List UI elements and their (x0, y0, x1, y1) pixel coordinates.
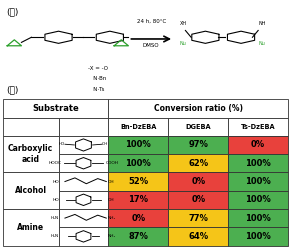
Text: 0%: 0% (191, 177, 205, 186)
Bar (58, 227, 109, 246)
Bar (109, 154, 168, 172)
Bar (3, 136, 58, 172)
Bar (109, 99, 288, 118)
Bar (3, 209, 58, 246)
Bar (228, 154, 288, 172)
Bar (168, 118, 228, 136)
Bar (109, 209, 168, 227)
Text: N·Ts: N·Ts (88, 87, 105, 92)
Text: OH: OH (102, 142, 108, 146)
Bar (168, 209, 228, 227)
Text: 100%: 100% (245, 232, 271, 241)
Text: 62%: 62% (188, 159, 208, 168)
Bar (58, 118, 109, 136)
Bar (168, 154, 228, 172)
Text: 100%: 100% (125, 159, 151, 168)
Text: HOOC: HOOC (49, 161, 61, 165)
Text: (가): (가) (6, 7, 18, 17)
Text: 17%: 17% (128, 195, 148, 204)
Text: HO: HO (59, 142, 65, 146)
Bar (109, 136, 168, 154)
Bar (168, 172, 228, 191)
Text: 100%: 100% (245, 214, 271, 223)
Text: 87%: 87% (128, 232, 148, 241)
Bar (109, 172, 168, 191)
Bar (58, 136, 109, 154)
Text: Bn-DzEBA: Bn-DzEBA (120, 124, 157, 130)
Bar (109, 227, 168, 246)
Bar (58, 172, 109, 191)
Text: Alcohol: Alcohol (15, 186, 47, 195)
Bar (168, 191, 228, 209)
Bar (168, 227, 228, 246)
Bar (168, 136, 228, 154)
Text: -X = -O: -X = -O (88, 66, 109, 71)
Text: 100%: 100% (245, 195, 271, 204)
Bar (228, 136, 288, 154)
Text: H₂N: H₂N (51, 234, 59, 238)
Text: N·Bn: N·Bn (88, 76, 107, 81)
Bar (3, 99, 109, 118)
Text: 77%: 77% (188, 214, 208, 223)
Text: Nu: Nu (258, 41, 265, 46)
Text: 97%: 97% (188, 140, 208, 150)
Text: Carboxylic
acid: Carboxylic acid (8, 144, 53, 164)
Bar (228, 118, 288, 136)
Text: 64%: 64% (188, 232, 208, 241)
Text: 52%: 52% (128, 177, 148, 186)
Text: H₂N: H₂N (51, 216, 59, 220)
Text: 0%: 0% (251, 140, 265, 150)
Bar (58, 209, 109, 227)
Text: 100%: 100% (245, 177, 271, 186)
Text: NH: NH (258, 21, 266, 26)
Bar (228, 172, 288, 191)
Text: HO: HO (53, 180, 59, 184)
Text: NH₂: NH₂ (108, 216, 116, 220)
Bar (109, 118, 168, 136)
Bar (58, 154, 109, 172)
Bar (3, 118, 58, 136)
Text: Amine: Amine (17, 223, 44, 232)
Text: (나): (나) (6, 85, 18, 94)
Text: COOH: COOH (106, 161, 118, 165)
Bar (58, 191, 109, 209)
Text: DGEBA: DGEBA (185, 124, 211, 130)
Bar (228, 191, 288, 209)
Text: 0%: 0% (191, 195, 205, 204)
Text: Substrate: Substrate (32, 104, 79, 113)
Text: Conversion ratio (%): Conversion ratio (%) (154, 104, 243, 113)
Text: 24 h, 80°C: 24 h, 80°C (136, 19, 166, 24)
Text: NH₂: NH₂ (108, 234, 116, 238)
Text: 0%: 0% (131, 214, 146, 223)
Text: OH: OH (108, 180, 114, 184)
Bar (3, 172, 58, 209)
Text: HO: HO (53, 198, 59, 202)
Text: 100%: 100% (245, 159, 271, 168)
Bar (228, 209, 288, 227)
Text: DMSO: DMSO (143, 43, 159, 48)
Text: XH: XH (180, 21, 187, 26)
Text: 100%: 100% (125, 140, 151, 150)
Bar (109, 191, 168, 209)
Text: Nu: Nu (180, 41, 187, 46)
Bar (228, 227, 288, 246)
Text: Ts-DzEBA: Ts-DzEBA (241, 124, 276, 130)
Text: OH: OH (108, 198, 114, 202)
